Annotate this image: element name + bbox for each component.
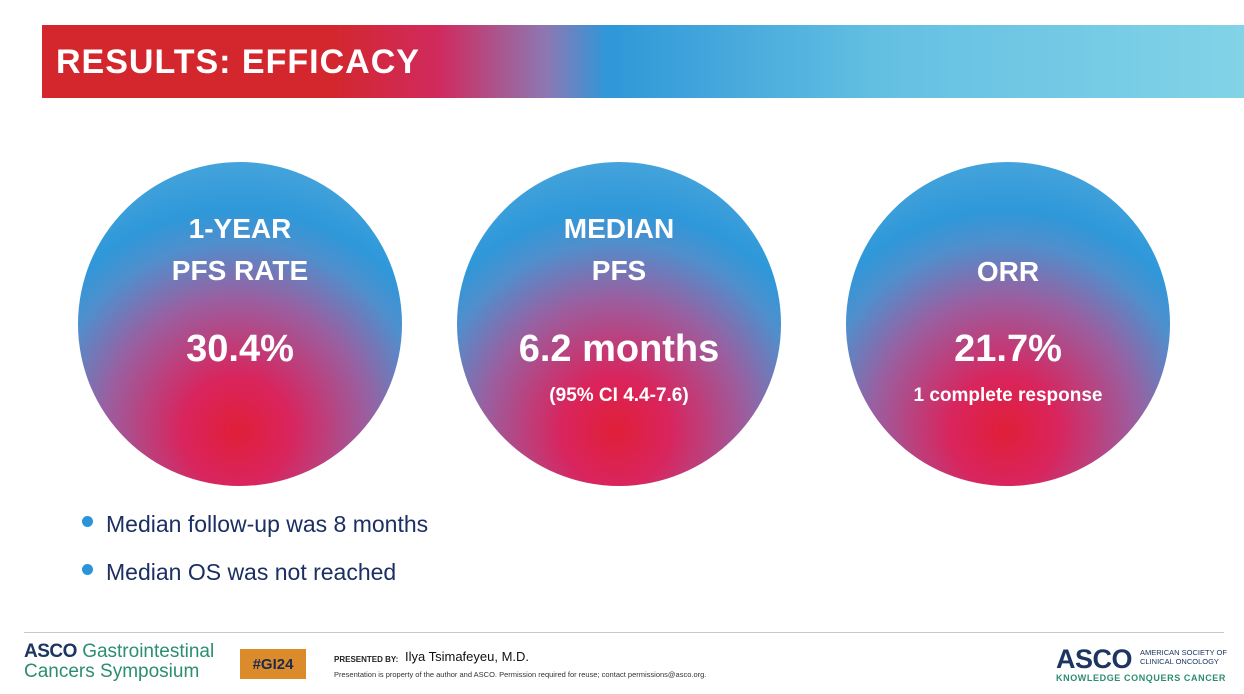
- metric-circle-pfs-rate: 1-YEAR PFS RATE 30.4%: [78, 162, 402, 486]
- metric-value: 21.7%: [954, 328, 1062, 370]
- symposium-line2: Cancers Symposium: [24, 661, 200, 682]
- metric-circle-median-pfs: MEDIAN PFS 6.2 months (95% CI 4.4-7.6): [457, 162, 781, 486]
- asco-tagline: KNOWLEDGE CONQUERS CANCER: [1056, 673, 1227, 683]
- bullet-text: Median follow-up was 8 months: [106, 510, 429, 537]
- metric-sub: (95% CI 4.4-7.6): [549, 385, 689, 406]
- bullet-item: Median OS was not reached: [82, 556, 428, 588]
- metric-value: 6.2 months: [518, 328, 720, 370]
- metric-label: MEDIAN PFS: [457, 208, 781, 292]
- metric-sub: 1 complete response: [913, 385, 1103, 406]
- footer-divider: [24, 632, 1224, 633]
- property-notice: Presentation is property of the author a…: [334, 670, 707, 679]
- bullet-item: Median follow-up was 8 months: [82, 508, 428, 540]
- bullet-list: Median follow-up was 8 months Median OS …: [82, 508, 428, 604]
- presenter-name: Ilya Tsimafeyeu, M.D.: [405, 649, 530, 664]
- metric-label-line1: ORR: [976, 256, 1040, 287]
- metric-circle-orr: ORR 21.7% 1 complete response: [846, 162, 1170, 486]
- metric-label: 1-YEAR PFS RATE: [78, 208, 402, 292]
- asco-wordmark: ASCO: [1056, 644, 1133, 674]
- asco-society-name: AMERICAN SOCIETY OF CLINICAL ONCOLOGY: [1140, 648, 1227, 666]
- bullet-dot-icon: [82, 515, 93, 527]
- symposium-logo: ASCO Gastrointestinal Cancers Symposium: [24, 642, 214, 682]
- hashtag-badge: #GI24: [240, 649, 306, 679]
- metric-value: 30.4%: [186, 328, 294, 370]
- slide-title: RESULTS: EFFICACY: [56, 43, 420, 81]
- title-bar: RESULTS: EFFICACY: [42, 25, 1244, 98]
- bullet-text: Median OS was not reached: [106, 558, 397, 585]
- metric-label-line1: MEDIAN: [563, 213, 675, 244]
- metric-label-line2: PFS RATE: [171, 255, 309, 286]
- metric-label-line2: PFS: [591, 255, 647, 286]
- symposium-brand: ASCO: [24, 641, 77, 662]
- asco-society-line1: AMERICAN SOCIETY OF: [1140, 648, 1227, 657]
- asco-society-line2: CLINICAL ONCOLOGY: [1140, 657, 1219, 666]
- symposium-line1: Gastrointestinal: [82, 641, 215, 662]
- bullet-dot-icon: [82, 563, 93, 575]
- metric-label: ORR: [846, 251, 1170, 293]
- presented-by-label: PRESENTED BY:: [334, 655, 399, 664]
- metric-label-line1: 1-YEAR: [188, 213, 292, 244]
